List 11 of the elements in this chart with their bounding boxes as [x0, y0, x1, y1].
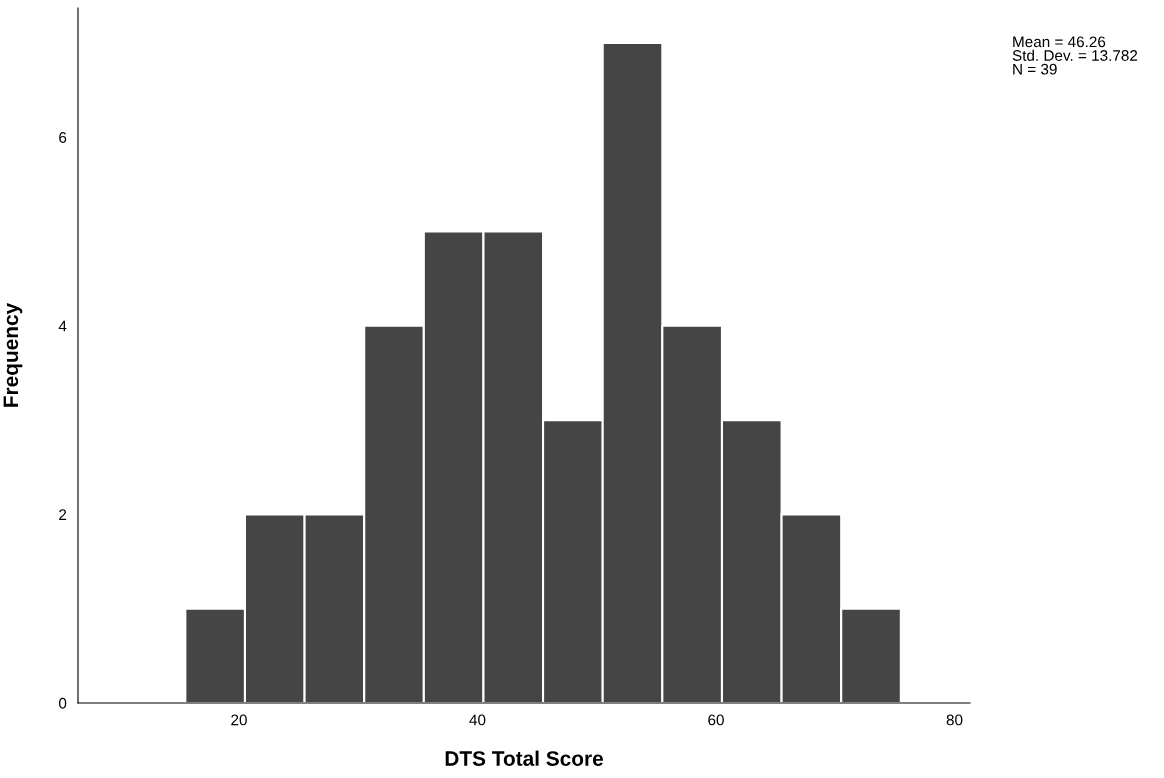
x-tick-label: 40: [469, 714, 486, 726]
y-tick-label: 4: [58, 320, 67, 332]
x-tick-label: 60: [708, 714, 724, 726]
y-axis-title: Frequency: [3, 302, 23, 407]
x-tick-label: 80: [946, 714, 963, 726]
y-tick-label: 2: [59, 509, 67, 520]
x-axis-title: DTS Total Score: [445, 750, 603, 766]
y-tick-label: 0: [58, 697, 67, 709]
x-tick-label: 20: [231, 714, 247, 726]
text: Mean = 46.26 Std. Dev. = 13.782 N = 39: [1012, 36, 1138, 75]
y-tick-label: 6: [59, 132, 67, 143]
